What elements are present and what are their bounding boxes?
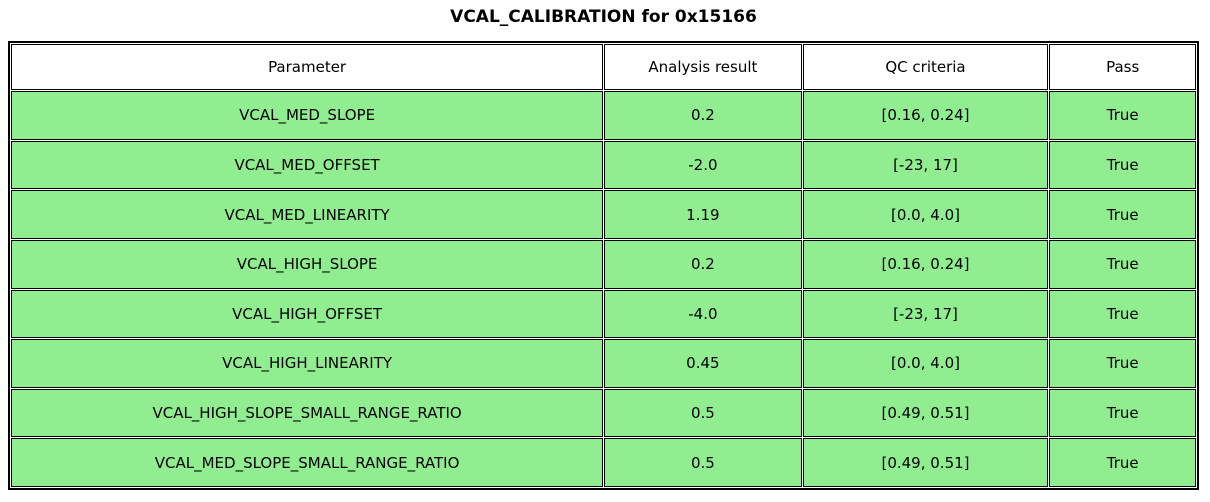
table-row: VCAL_MED_LINEARITY 1.19 [0.0, 4.0] True: [11, 190, 1196, 239]
analysis-result-cell: -2.0: [604, 140, 802, 190]
qc-criteria-cell: [-23, 17]: [802, 289, 1049, 339]
chart-title: VCAL_CALIBRATION for 0x15166: [450, 7, 757, 27]
qc-criteria-cell: [0.0, 4.0]: [802, 339, 1049, 388]
parameter-cell: VCAL_MED_LINEARITY: [11, 190, 604, 239]
table-row: VCAL_MED_SLOPE_SMALL_RANGE_RATIO 0.5 [0.…: [11, 438, 1196, 487]
analysis-result-cell: -4.0: [604, 289, 802, 339]
pass-cell: True: [1049, 140, 1196, 190]
analysis-result-cell: 0.5: [604, 388, 802, 438]
column-header-parameter: Parameter: [11, 44, 604, 90]
column-header-qc-criteria: QC criteria: [802, 44, 1049, 90]
table-row: VCAL_MED_SLOPE 0.2 [0.16, 0.24] True: [11, 91, 1196, 140]
pass-cell: True: [1049, 339, 1196, 388]
qc-criteria-cell: [0.49, 0.51]: [802, 388, 1049, 438]
parameter-cell: VCAL_HIGH_SLOPE: [11, 239, 604, 289]
analysis-result-cell: 1.19: [604, 190, 802, 239]
table-row: VCAL_HIGH_SLOPE_SMALL_RANGE_RATIO 0.5 [0…: [11, 388, 1196, 438]
pass-cell: True: [1049, 289, 1196, 339]
pass-cell: True: [1049, 190, 1196, 239]
table-body: VCAL_MED_SLOPE 0.2 [0.16, 0.24] True VCA…: [11, 91, 1196, 487]
analysis-result-cell: 0.2: [604, 239, 802, 289]
parameter-cell: VCAL_MED_SLOPE_SMALL_RANGE_RATIO: [11, 438, 604, 487]
table-row: VCAL_HIGH_SLOPE 0.2 [0.16, 0.24] True: [11, 239, 1196, 289]
column-header-pass: Pass: [1049, 44, 1196, 90]
column-header-analysis-result: Analysis result: [604, 44, 802, 90]
analysis-result-cell: 0.2: [604, 91, 802, 140]
pass-cell: True: [1049, 91, 1196, 140]
pass-cell: True: [1049, 388, 1196, 438]
table-row: VCAL_HIGH_OFFSET -4.0 [-23, 17] True: [11, 289, 1196, 339]
qc-results-table: Parameter Analysis result QC criteria Pa…: [8, 41, 1199, 490]
qc-criteria-cell: [0.0, 4.0]: [802, 190, 1049, 239]
table-header: Parameter Analysis result QC criteria Pa…: [11, 44, 1196, 90]
parameter-cell: VCAL_HIGH_SLOPE_SMALL_RANGE_RATIO: [11, 388, 604, 438]
qc-criteria-cell: [0.49, 0.51]: [802, 438, 1049, 487]
pass-cell: True: [1049, 438, 1196, 487]
table-row: VCAL_MED_OFFSET -2.0 [-23, 17] True: [11, 140, 1196, 190]
parameter-cell: VCAL_HIGH_OFFSET: [11, 289, 604, 339]
table-row: VCAL_HIGH_LINEARITY 0.45 [0.0, 4.0] True: [11, 339, 1196, 388]
analysis-result-cell: 0.5: [604, 438, 802, 487]
qc-criteria-cell: [-23, 17]: [802, 140, 1049, 190]
qc-criteria-cell: [0.16, 0.24]: [802, 91, 1049, 140]
parameter-cell: VCAL_MED_OFFSET: [11, 140, 604, 190]
parameter-cell: VCAL_MED_SLOPE: [11, 91, 604, 140]
analysis-result-cell: 0.45: [604, 339, 802, 388]
parameter-cell: VCAL_HIGH_LINEARITY: [11, 339, 604, 388]
qc-criteria-cell: [0.16, 0.24]: [802, 239, 1049, 289]
pass-cell: True: [1049, 239, 1196, 289]
header-row: Parameter Analysis result QC criteria Pa…: [11, 44, 1196, 90]
